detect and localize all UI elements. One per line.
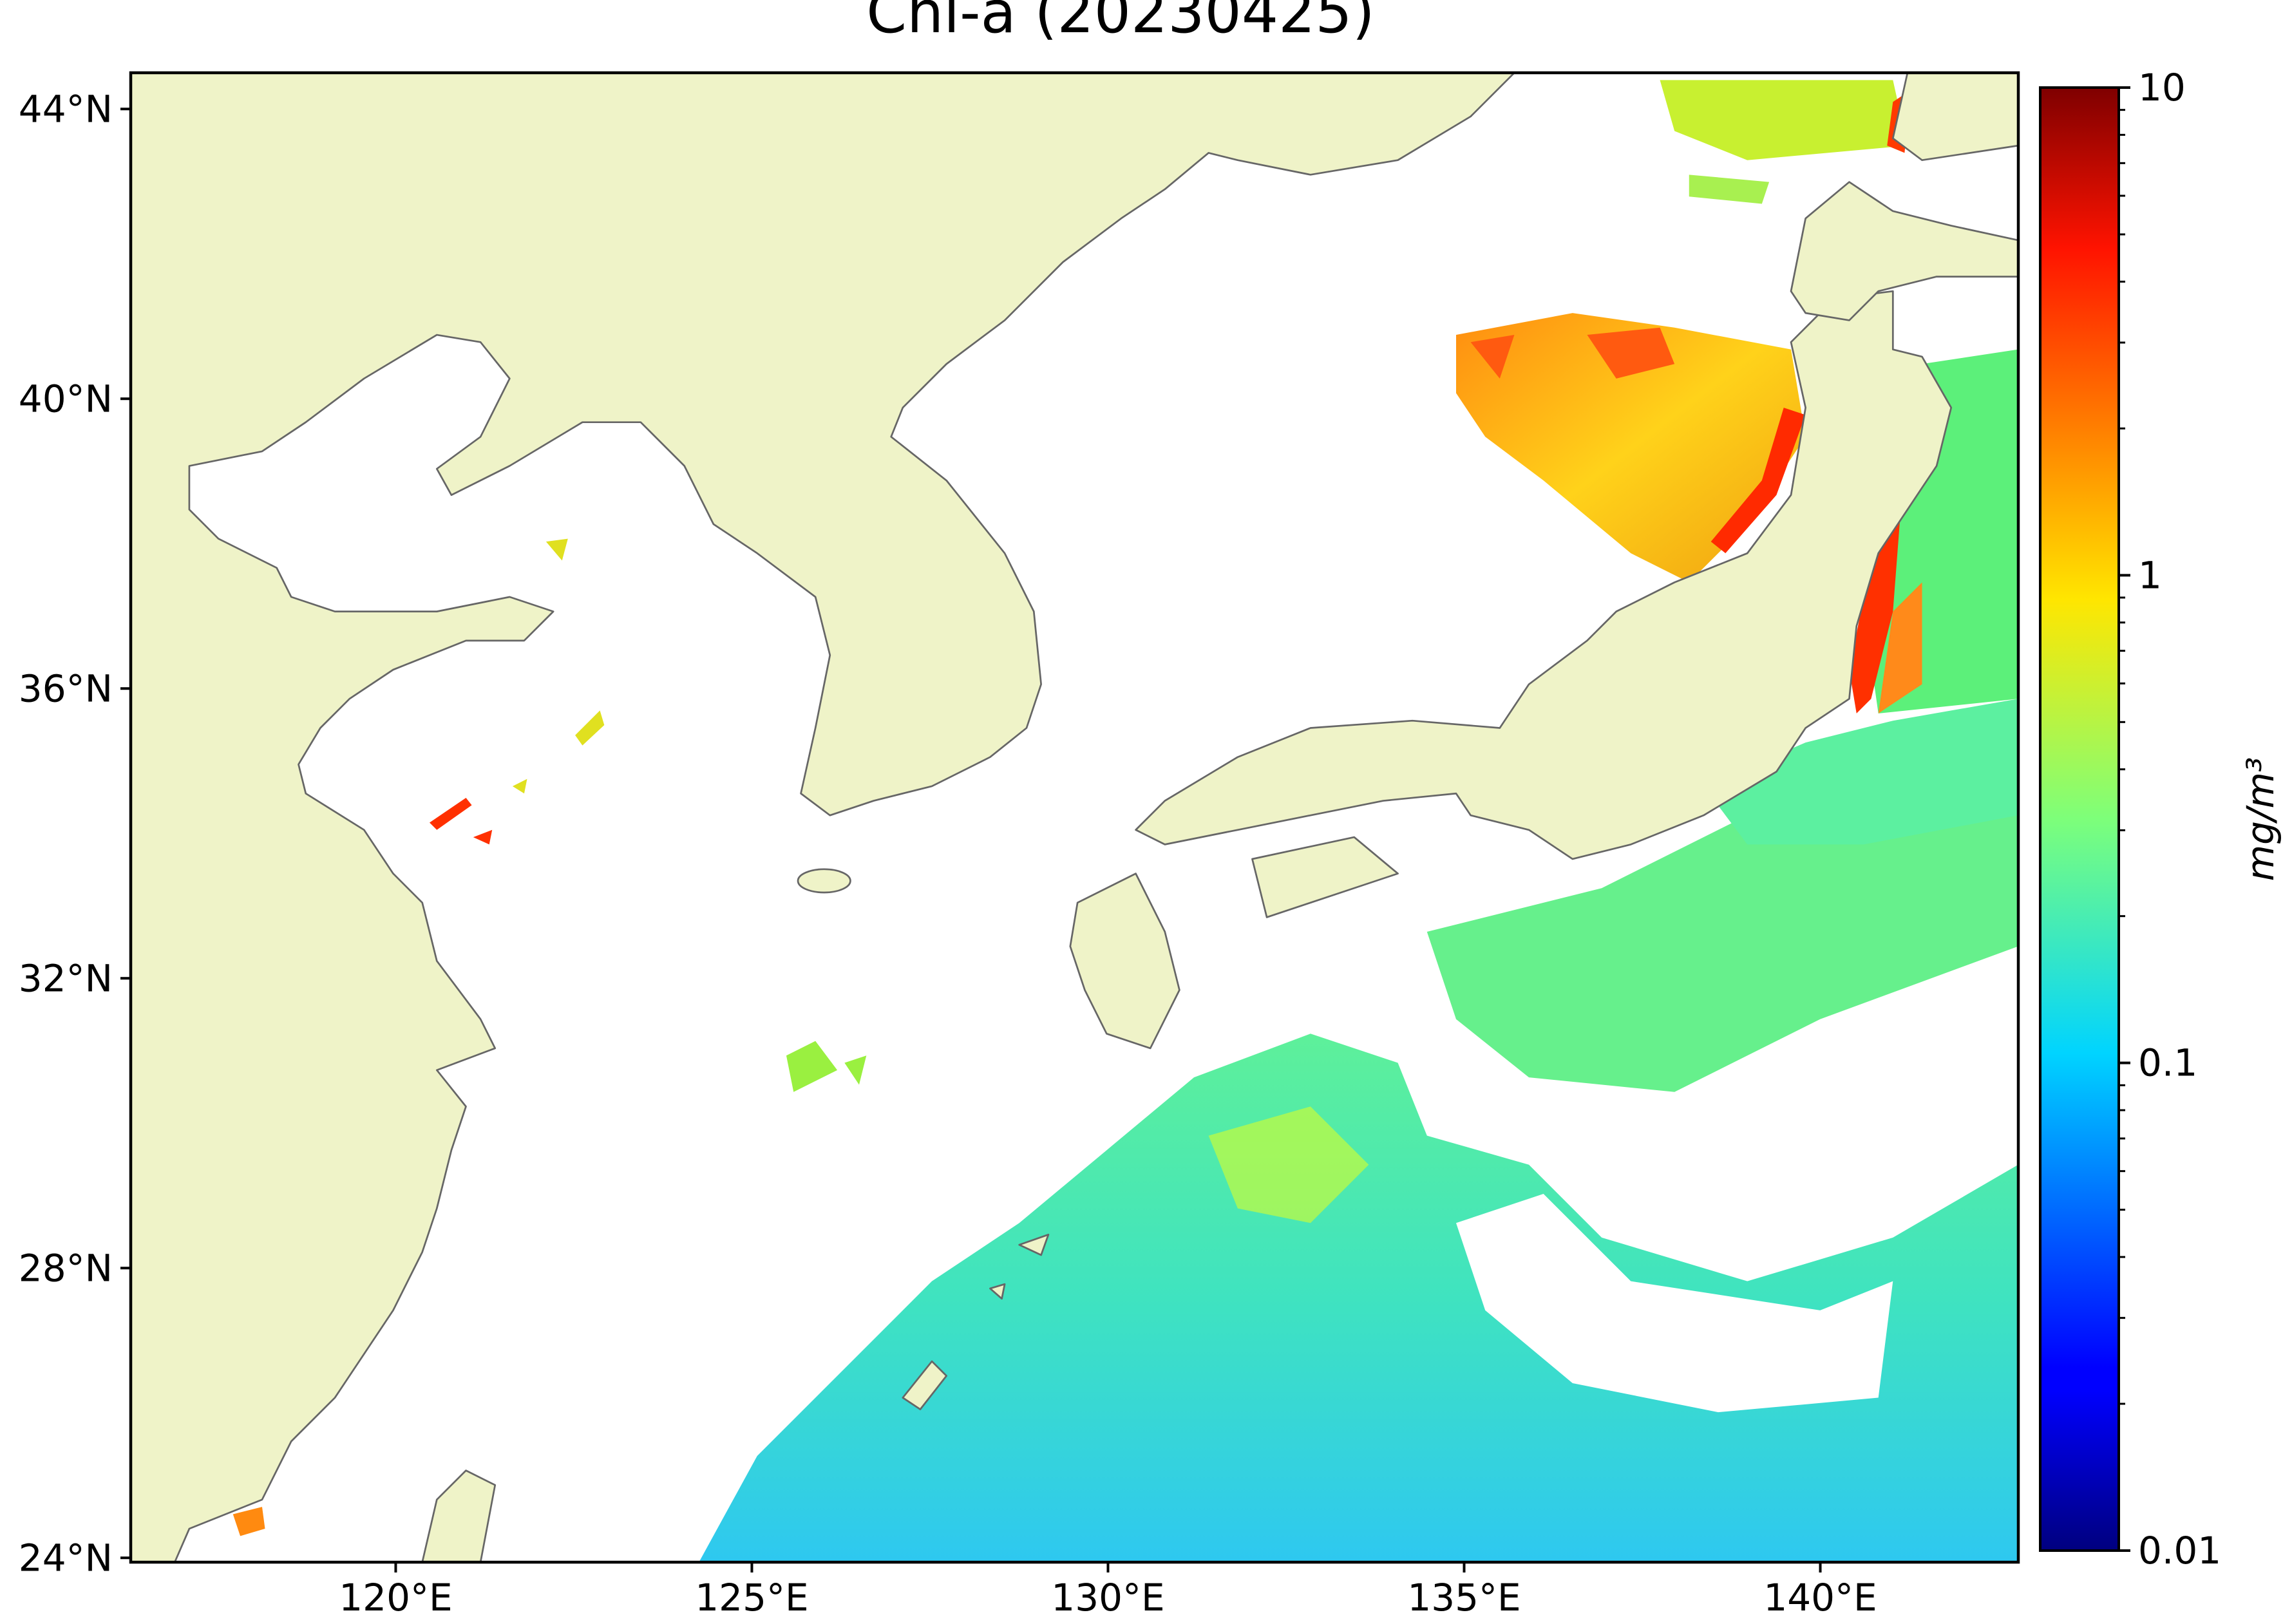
x-tick-label: 125°E: [695, 1576, 808, 1619]
y-tick-label: 32°N: [19, 956, 113, 1000]
colorbar-tick-label: 1: [2138, 553, 2162, 597]
x-tick-label: 140°E: [1763, 1576, 1877, 1619]
colorbar-tick-label: 0.01: [2138, 1529, 2221, 1572]
colorbar-tick-label: 10: [2138, 66, 2186, 109]
map-layer: [131, 73, 2018, 1563]
map-title: Chl-a (20230425): [866, 0, 1374, 46]
x-tick-label: 130°E: [1051, 1576, 1164, 1619]
colorbar: [2039, 86, 2120, 1552]
x-tick-label: 120°E: [339, 1576, 452, 1619]
y-tick-label: 36°N: [19, 666, 113, 710]
y-tick-label: 44°N: [19, 87, 113, 131]
y-tick-label: 28°N: [19, 1246, 113, 1290]
y-tick-label: 24°N: [19, 1536, 113, 1580]
colorbar-tick-label: 0.1: [2138, 1041, 2197, 1085]
colorbar-label: mg/m³: [2239, 757, 2282, 882]
map-frame: [129, 71, 2020, 1564]
x-tick-label: 135°E: [1407, 1576, 1520, 1619]
y-tick-label: 40°N: [19, 377, 113, 420]
